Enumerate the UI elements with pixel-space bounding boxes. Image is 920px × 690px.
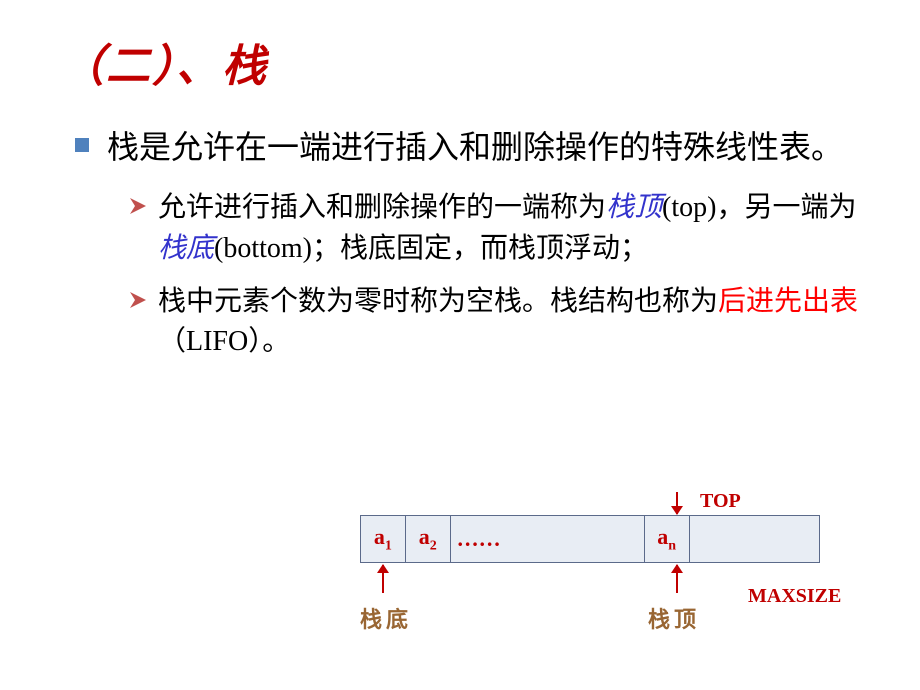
sub2-p1: 栈中元素个数为零时称为空栈。栈结构也称为 [158, 286, 718, 317]
sub1-p3: (top)，另一端为 [662, 192, 856, 223]
bottom-cn-label: 栈底 [360, 602, 412, 634]
sub1-p1: 允许进行插入和删除操作的一端称为 [158, 192, 606, 223]
stack-box: a1a2……an [360, 515, 820, 563]
slide-container: （二）、栈 栈是允许在一端进行插入和删除操作的特殊线性表。 允许进行插入和删除操… [0, 0, 920, 690]
sub-bullet-1-text: 允许进行插入和删除操作的一端称为栈顶(top)，另一端为栈底(bottom)；栈… [158, 188, 870, 269]
stack-cell: a2 [406, 516, 451, 562]
sub2-p2: 后进先出表 [718, 286, 858, 317]
sub-bullet-1: 允许进行插入和删除操作的一端称为栈顶(top)，另一端为栈底(bottom)；栈… [130, 188, 870, 269]
main-bullet-text: 栈是允许在一端进行插入和删除操作的特殊线性表。 [107, 124, 843, 170]
slide-title: （二）、栈 [60, 30, 870, 94]
stack-cell: …… [451, 516, 645, 562]
top-arrow-icon: .arrow-down::after{border-top:9px solid … [676, 492, 678, 514]
sub1-p5: (bottom)；栈底固定，而栈顶浮动； [214, 233, 648, 264]
sub2-p3: （LIFO）。 [158, 326, 290, 357]
sub1-p4: 栈底 [158, 233, 214, 264]
sub-bullet-2-text: 栈中元素个数为零时称为空栈。栈结构也称为后进先出表 （LIFO）。 [158, 282, 870, 363]
stack-cell: a1 [361, 516, 406, 562]
square-bullet-icon [75, 138, 89, 152]
bottom-arrow-icon: .arrow-up::after{border-bottom:9px solid… [382, 565, 384, 593]
arrow-bullet-icon [130, 292, 146, 308]
main-bullet: 栈是允许在一端进行插入和删除操作的特殊线性表。 [75, 124, 870, 170]
stack-cell: an [645, 516, 690, 562]
sub1-p2: 栈顶 [606, 192, 662, 223]
top-cn-label: 栈顶 [648, 602, 700, 634]
stack-cell [690, 516, 819, 562]
stack-diagram: .arrow-down::after{border-top:9px solid … [330, 490, 860, 660]
arrow-bullet-icon [130, 198, 146, 214]
top-label: TOP [700, 490, 741, 513]
maxsize-label: MAXSIZE [748, 585, 841, 608]
top-ptr-arrow-icon [676, 565, 678, 593]
sub-bullet-2: 栈中元素个数为零时称为空栈。栈结构也称为后进先出表 （LIFO）。 [130, 282, 870, 363]
